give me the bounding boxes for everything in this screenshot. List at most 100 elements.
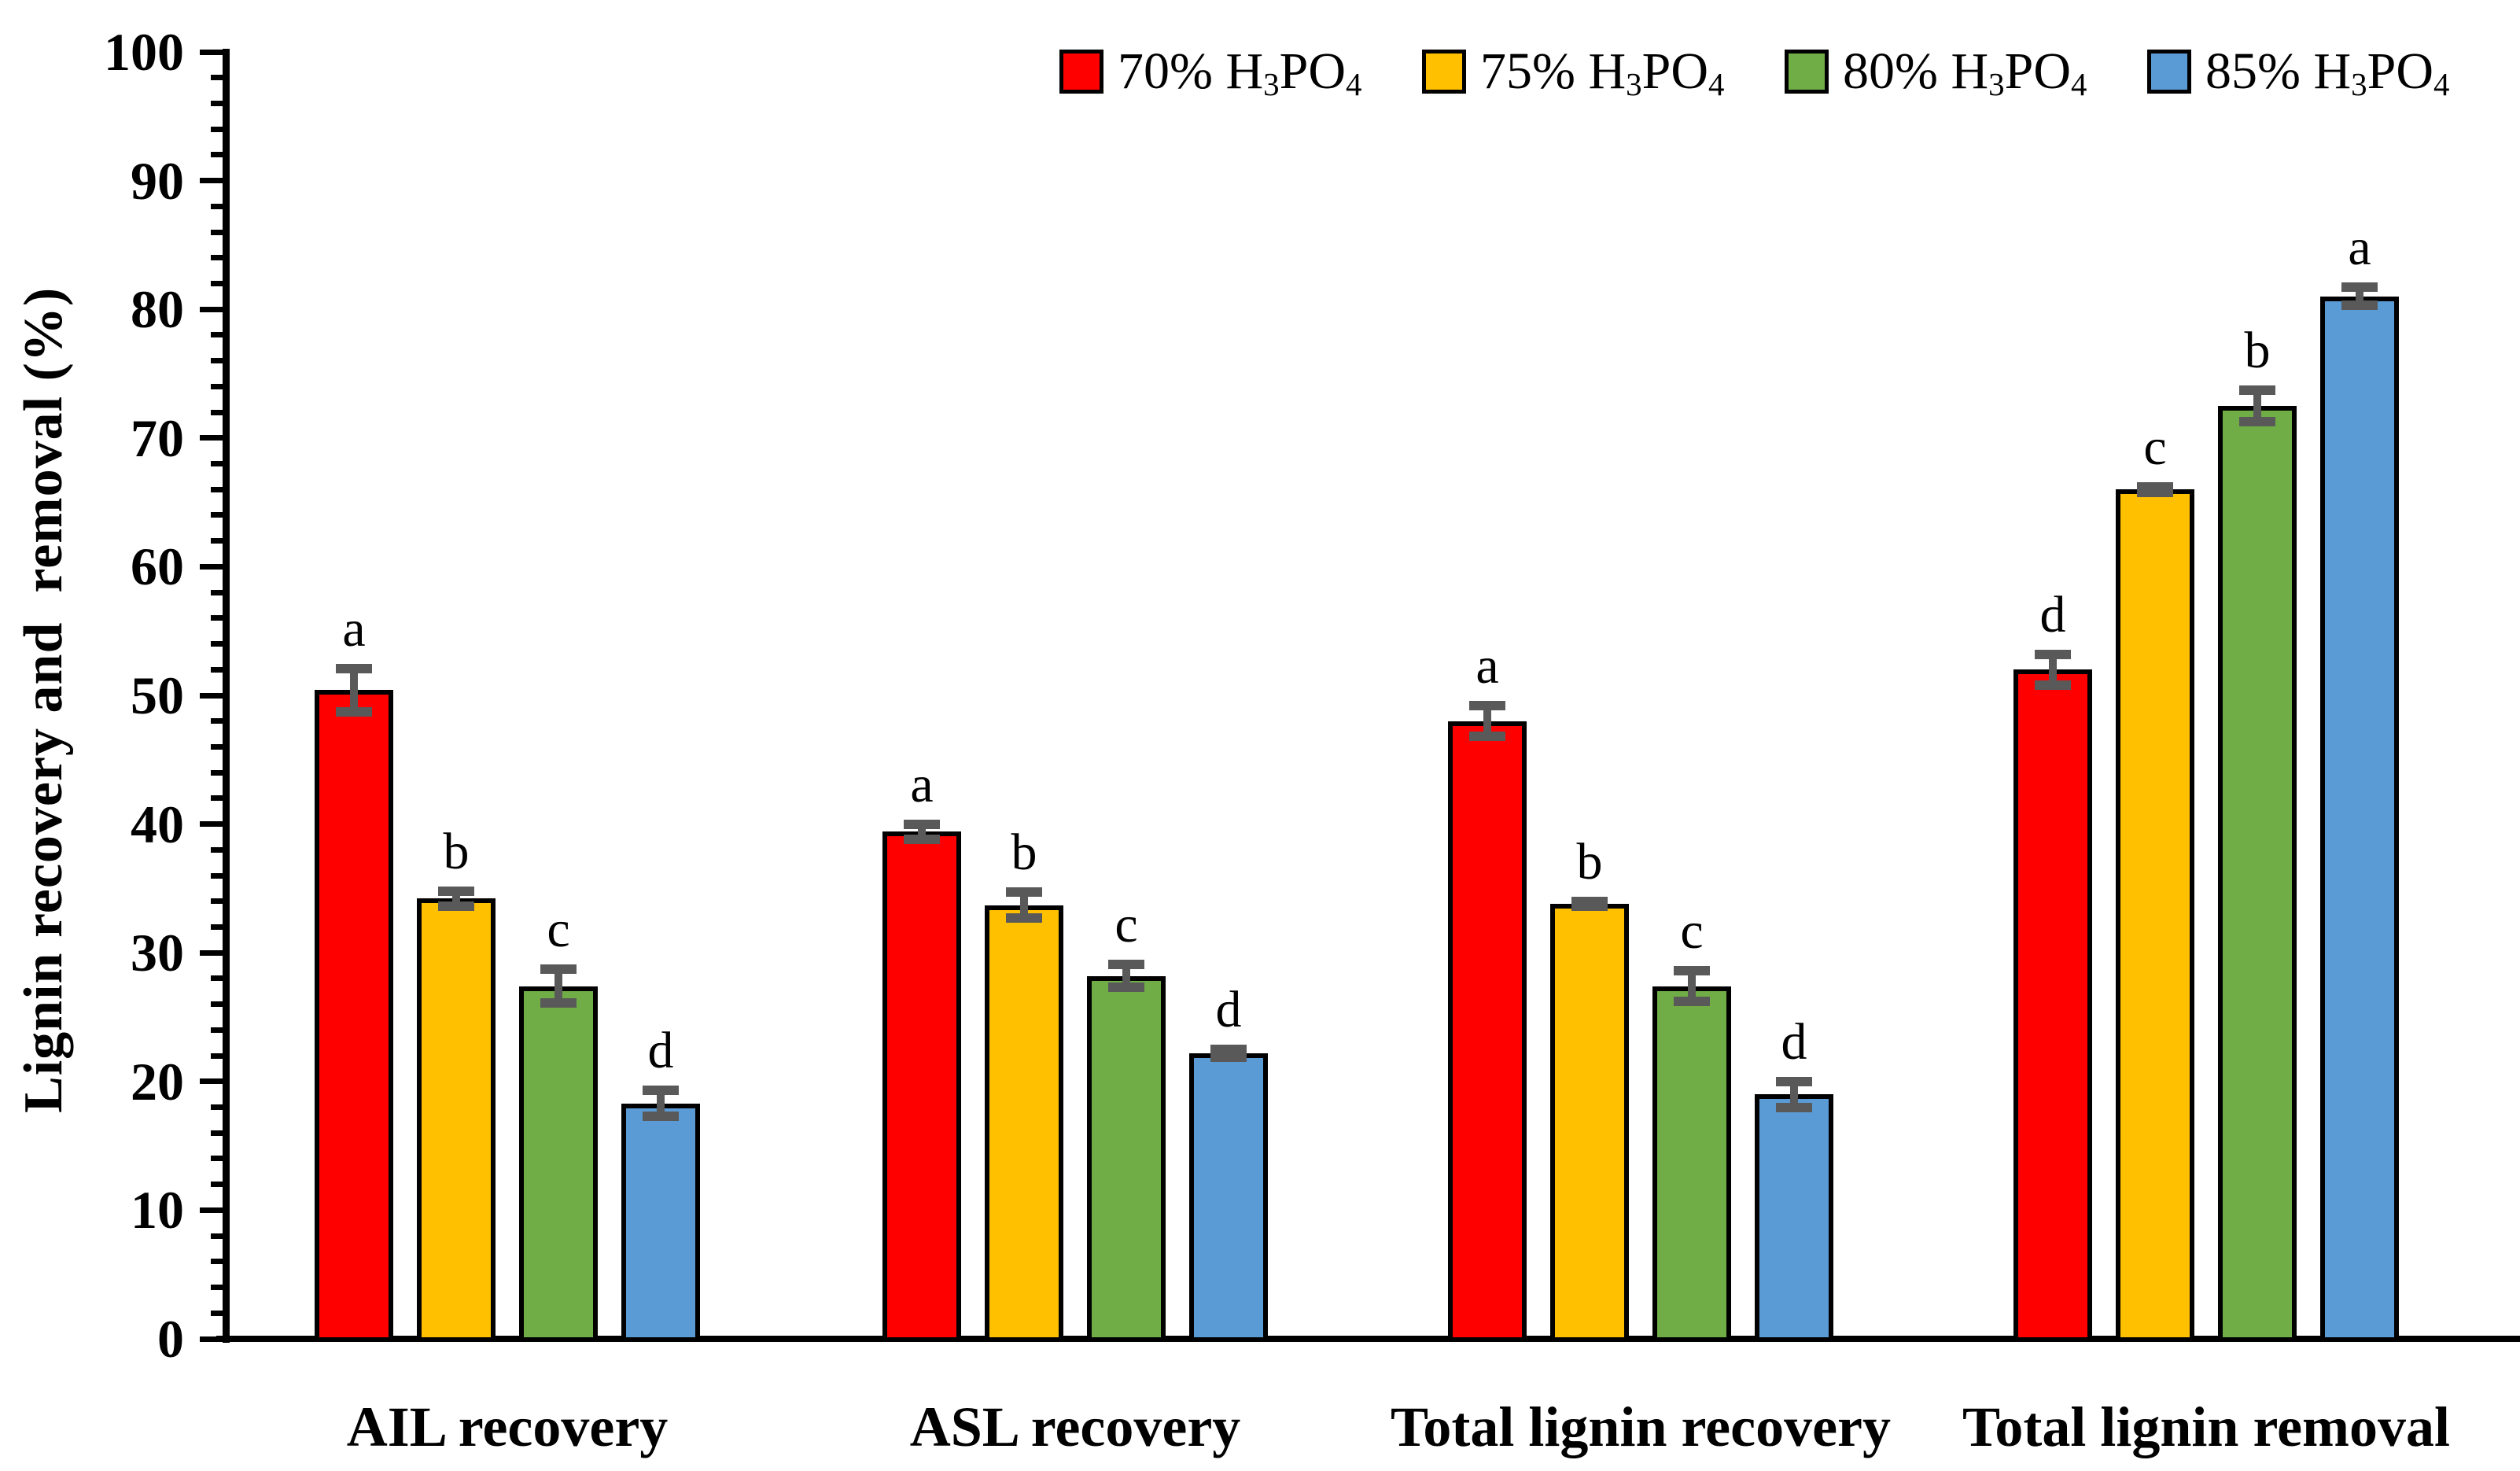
y-tick-minor xyxy=(211,126,230,132)
y-tick-label: 60 xyxy=(131,536,184,597)
error-bar-stem xyxy=(2356,287,2363,306)
error-bar-stem xyxy=(1122,964,1130,988)
y-tick-minor xyxy=(211,1285,230,1291)
significance-letter: a xyxy=(910,755,934,813)
y-tick-minor xyxy=(211,743,230,750)
error-bar-cap-top xyxy=(1108,959,1144,969)
bar xyxy=(1087,975,1166,1342)
y-tick-minor xyxy=(211,1027,230,1033)
y-tick-major xyxy=(200,306,230,312)
legend-label: 80% H3PO4 xyxy=(1843,42,2087,102)
bar xyxy=(1652,986,1731,1342)
bar xyxy=(985,905,1063,1342)
bar xyxy=(417,898,496,1342)
y-tick-minor xyxy=(211,1182,230,1188)
y-tick-minor xyxy=(211,486,230,492)
error-bar-cap-top xyxy=(2341,282,2378,293)
error-bar-cap-bottom xyxy=(643,1111,679,1121)
legend-swatch xyxy=(1422,50,1466,94)
y-tick-major xyxy=(200,1207,230,1213)
y-tick-label: 30 xyxy=(131,923,184,983)
y-tick-major xyxy=(200,178,230,184)
significance-letter: c xyxy=(1680,902,1704,960)
error-bar-cap-top xyxy=(1674,966,1710,976)
y-tick-minor xyxy=(211,846,230,853)
y-tick-major xyxy=(200,1078,230,1085)
y-tick-minor xyxy=(211,280,230,286)
bar xyxy=(621,1103,700,1342)
y-tick-minor xyxy=(211,795,230,802)
error-bar-stem xyxy=(2049,654,2057,685)
error-bar-cap-bottom xyxy=(336,707,372,717)
error-bar-cap-top xyxy=(2239,385,2275,396)
y-tick-minor xyxy=(211,1310,230,1316)
error-bar-stem xyxy=(2253,390,2261,422)
error-bar-cap-bottom xyxy=(1108,983,1144,993)
y-tick-minor xyxy=(211,1053,230,1059)
y-tick-major xyxy=(200,1336,230,1342)
legend-swatch xyxy=(1785,50,1829,94)
category-label: Total lignin recovery xyxy=(1391,1395,1891,1458)
y-tick-minor xyxy=(211,152,230,158)
legend-swatch xyxy=(2147,50,2191,94)
error-bar-cap-bottom xyxy=(438,901,474,912)
significance-letter: b xyxy=(1576,832,1603,890)
x-axis xyxy=(216,1336,2520,1342)
y-tick-major xyxy=(200,821,230,828)
significance-letter: b xyxy=(2244,322,2271,380)
bar xyxy=(1550,904,1629,1342)
significance-letter: a xyxy=(2348,219,2371,277)
legend-swatch xyxy=(1059,50,1103,94)
error-bar-cap-bottom xyxy=(2137,487,2173,497)
bar xyxy=(315,690,393,1342)
category-label: Total lignin removal xyxy=(1962,1395,2451,1458)
significance-letter: b xyxy=(1011,824,1037,882)
error-bar-cap-bottom xyxy=(540,998,577,1008)
significance-letter: c xyxy=(547,901,570,959)
y-tick-minor xyxy=(211,872,230,879)
error-bar-cap-bottom xyxy=(904,835,940,845)
error-bar-stem xyxy=(350,668,358,713)
significance-letter: b xyxy=(443,822,470,880)
y-tick-label: 50 xyxy=(131,665,184,725)
error-bar-cap-top xyxy=(1469,701,1505,711)
error-bar-stem xyxy=(554,969,562,1003)
y-tick-label: 40 xyxy=(131,794,184,854)
significance-letter: a xyxy=(342,599,366,658)
error-bar-cap-bottom xyxy=(1210,1052,1247,1062)
error-bar-cap-top xyxy=(438,886,474,896)
legend-label: 75% H3PO4 xyxy=(1480,42,1725,102)
bar xyxy=(882,831,961,1342)
category-label: AIL recovery xyxy=(346,1395,669,1458)
error-bar-stem xyxy=(1790,1081,1798,1108)
y-tick-label: 80 xyxy=(131,279,184,340)
error-bar-stem xyxy=(1483,706,1491,737)
y-tick-minor xyxy=(211,898,230,905)
y-tick-minor xyxy=(211,255,230,261)
y-tick-label: 100 xyxy=(104,22,184,82)
y-tick-major xyxy=(200,435,230,441)
y-tick-minor xyxy=(211,1156,230,1162)
y-tick-minor xyxy=(211,1001,230,1008)
significance-letter: d xyxy=(2039,585,2066,643)
significance-letter: a xyxy=(1476,637,1499,695)
y-tick-label: 20 xyxy=(131,1051,184,1112)
error-bar-cap-bottom xyxy=(1006,913,1042,924)
y-tick-minor xyxy=(211,718,230,724)
y-tick-label: 70 xyxy=(131,407,184,468)
y-tick-label: 90 xyxy=(131,150,184,211)
y-tick-label: 0 xyxy=(157,1309,184,1369)
y-tick-major xyxy=(200,949,230,956)
significance-letter: c xyxy=(1114,895,1138,953)
bar xyxy=(519,986,598,1342)
y-tick-minor xyxy=(211,332,230,338)
y-tick-minor xyxy=(211,409,230,415)
error-bar-cap-top xyxy=(904,819,940,829)
y-tick-label: 10 xyxy=(131,1180,184,1241)
y-tick-major xyxy=(200,563,230,570)
y-tick-minor xyxy=(211,924,230,930)
y-tick-minor xyxy=(211,203,230,209)
category-label: ASL recovery xyxy=(909,1395,1241,1458)
error-bar-cap-bottom xyxy=(2035,680,2071,690)
